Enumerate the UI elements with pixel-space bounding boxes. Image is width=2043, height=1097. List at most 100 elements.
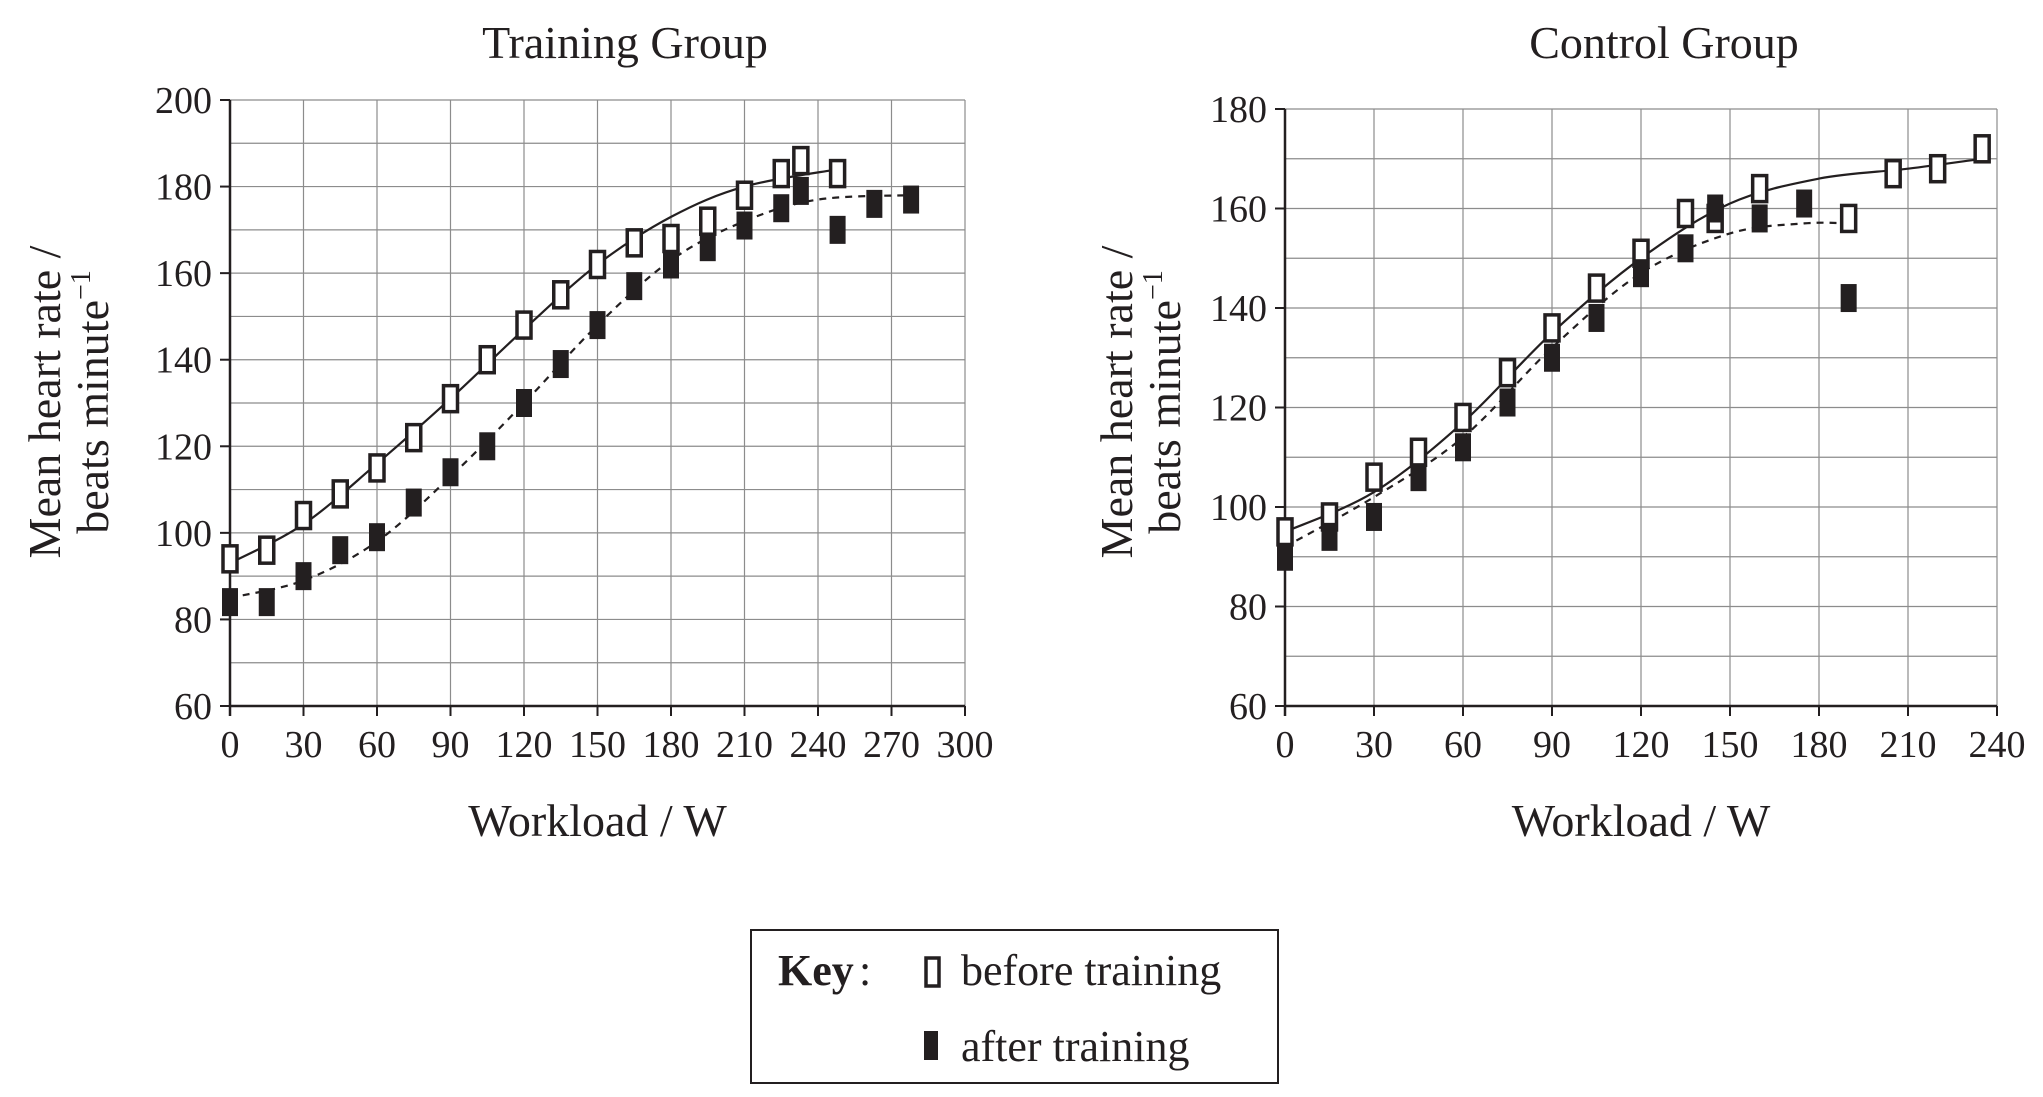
training-x-tick-label: 300 [937,724,994,766]
control-y-tick-label: 80 [1229,587,1267,629]
training-after-point [663,250,679,279]
training-after-point [699,233,716,262]
training-gridlines [230,99,966,706]
control-gridlines [1285,108,1998,706]
control-before-point [1884,158,1902,189]
legend-key-label: Key [778,946,854,995]
control-before-point [1839,203,1858,234]
training-y-tick-label: 140 [155,340,212,382]
control-after-point [1455,433,1471,462]
training-after-point [442,458,459,487]
training-group-chart: Training Group 0 30 60 90 120 150 180 210 240 270 3… [19,17,994,846]
control-before-point [1676,198,1695,229]
training-before-point [478,344,496,375]
training-y-tick-label: 120 [155,426,212,468]
training-y-axis-label-line1: Mean heart rate / [19,245,70,558]
training-y-tick-label: 60 [174,686,212,728]
control-after-point [1633,259,1649,288]
control-x-tick-label: 90 [1533,724,1571,766]
training-x-tick-label: 30 [285,724,323,766]
control-x-axis-label: Workload / W [1512,795,1771,846]
control-group-chart: Control Group 0 30 60 90 120 150 180 210 240 60 80 1… [1091,17,2026,846]
control-y-tick-label: 180 [1210,89,1267,131]
control-after-point [1499,388,1516,417]
control-y-tick-label: 140 [1210,288,1267,330]
training-y-axis-label-superscript: −1 [66,270,97,300]
training-before-point [294,500,313,531]
training-after-point [405,488,422,517]
control-after-point [1277,542,1293,571]
training-after-point [552,350,569,379]
control-before-point [1454,402,1472,433]
control-x-tick-label: 150 [1702,724,1759,766]
training-before-point [221,544,239,574]
legend-entry-after: after training [961,1022,1189,1071]
training-x-tick-label: 180 [643,724,700,766]
training-after-point [866,189,883,218]
legend-open-marker [924,956,941,988]
training-before-point [441,383,460,414]
training-after-point [332,536,349,565]
control-before-point [1543,313,1561,343]
control-x-tick-label: 0 [1276,724,1295,766]
training-x-axis-label: Workload / W [468,795,727,846]
control-after-point [1321,522,1338,551]
legend-filled-marker [924,1031,938,1060]
control-before-point [1498,357,1517,388]
legend-entry-before: before training [961,946,1221,995]
training-after-point [516,389,532,417]
training-x-tick-label: 240 [790,724,847,766]
control-after-point [1544,343,1560,372]
control-x-tick-label: 180 [1791,724,1848,766]
training-after-point [295,562,312,591]
training-before-point [625,228,643,258]
training-before-point [515,310,533,340]
training-before-point [588,249,607,280]
control-after-point [1588,303,1605,332]
training-x-tick-label: 210 [716,724,773,766]
legend-key-colon: : [859,946,871,995]
control-after-point [1840,284,1857,313]
control-after-point [1707,194,1724,223]
training-after-fit-line [229,194,912,599]
training-after-point [479,432,496,461]
training-y-tick-label: 180 [155,167,212,209]
training-x-tick-label: 0 [221,724,240,766]
control-before-point [1587,273,1606,303]
control-after-point [1677,234,1694,263]
training-x-tick-label: 60 [358,724,396,766]
training-after-point [829,215,846,244]
training-before-point [331,479,349,509]
control-y-tick-label: 100 [1210,487,1267,529]
control-before-point [1409,437,1428,468]
control-after-point [1796,189,1813,218]
training-before-point [699,206,717,236]
control-x-tick-label: 240 [1969,724,2026,766]
control-after-point [1751,204,1768,233]
training-after-point [792,176,809,205]
control-before-fit-line [1284,157,1983,533]
control-before-point [1276,517,1294,547]
training-y-tick-label: 100 [155,513,212,555]
training-before-point [772,158,790,189]
control-y-axis-label-superscript: −1 [1138,270,1169,300]
training-after-point [903,185,920,214]
control-after-point [1366,502,1382,531]
training-before-point [368,453,386,483]
control-y-axis-label-unit: beats minute [1139,300,1190,534]
training-y-axis-label-line2: beats minute−1 [66,270,118,534]
control-y-tick-label: 60 [1229,686,1267,728]
control-before-point [1365,462,1383,492]
control-x-tick-label: 30 [1355,724,1393,766]
control-before-point [1750,173,1769,204]
control-before-point [1973,134,1991,164]
control-after-fit-line [1284,221,1849,548]
training-after-point [773,194,790,223]
training-before-point [828,158,847,189]
control-x-tick-label: 120 [1613,724,1670,766]
training-before-point [792,145,810,176]
training-after-point [369,523,385,552]
training-chart-title: Training Group [482,17,768,68]
control-y-tick-label: 160 [1210,189,1267,231]
